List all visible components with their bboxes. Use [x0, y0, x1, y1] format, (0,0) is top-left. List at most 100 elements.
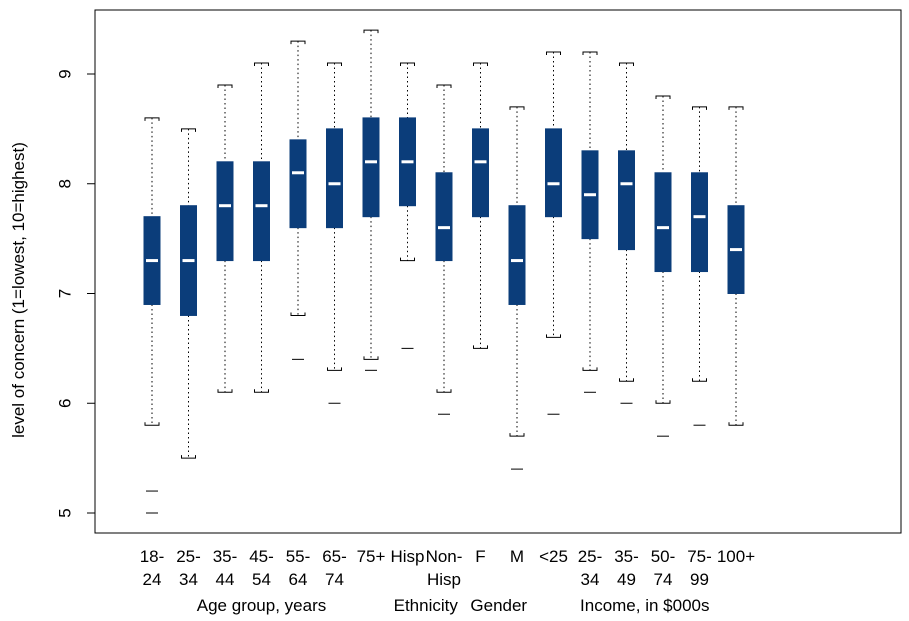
x-tick-label-line2: 24: [143, 570, 162, 589]
upper-whisker-cap: [728, 106, 744, 110]
lower-whisker-cap: [436, 389, 452, 393]
iqr-box: [289, 139, 307, 229]
group-labels: Age group, years Ethnicity Gender Income, i…: [197, 596, 710, 615]
upper-whisker-cap: [436, 84, 452, 88]
upper-whisker-cap: [692, 106, 707, 110]
upper-whisker-cap: [363, 29, 379, 34]
upper-whisker-cap: [509, 106, 525, 110]
group-label: Ethnicity: [394, 596, 459, 615]
iqr-box: [216, 161, 234, 262]
x-tick-label: 35-: [213, 547, 238, 566]
x-tick-label-line2: 34: [179, 570, 198, 589]
boxes-layer: [143, 29, 745, 514]
x-tick-label-line2: 34: [581, 570, 600, 589]
lower-whisker-cap: [363, 356, 379, 360]
upper-whisker-cap: [546, 51, 561, 56]
upper-whisker-cap: [217, 84, 233, 88]
box-item: [727, 106, 745, 426]
lower-whisker-cap: [254, 389, 269, 393]
iqr-box: [472, 128, 489, 218]
x-tick-label: 18-: [140, 547, 165, 566]
x-tick-label: 65-: [322, 547, 347, 566]
x-tick-label: Hisp: [390, 547, 424, 566]
y-tick-label: 9: [56, 69, 75, 78]
box-item: [654, 95, 672, 437]
box-item: [326, 62, 343, 404]
upper-whisker-cap: [400, 62, 415, 67]
x-tick-label-line2: 74: [654, 570, 673, 589]
box-item: [691, 106, 708, 426]
box-item: [289, 40, 307, 360]
x-tick-label-line2: Hisp: [427, 570, 461, 589]
iqr-box: [435, 172, 453, 262]
lower-whisker-cap: [400, 257, 415, 262]
x-tick-label: 35-: [614, 547, 639, 566]
box-item: [399, 62, 416, 349]
x-tick-label: 75+: [357, 547, 386, 566]
lower-whisker-cap: [509, 433, 525, 437]
lower-whisker-cap: [473, 345, 488, 349]
x-tick-label-line2: 99: [690, 570, 709, 589]
lower-whisker-cap: [327, 367, 342, 371]
upper-whisker-cap: [327, 62, 342, 67]
box-item: [253, 62, 270, 393]
x-tick-label: 75-: [687, 547, 712, 566]
iqr-box: [362, 117, 380, 218]
box-item: [435, 84, 453, 415]
iqr-box: [545, 128, 562, 218]
x-tick-label-line2: 74: [325, 570, 344, 589]
box-item: [508, 106, 526, 470]
iqr-box: [508, 205, 526, 305]
upper-whisker-cap: [582, 51, 598, 56]
iqr-box: [326, 128, 343, 229]
box-item: [362, 29, 380, 371]
lower-whisker-cap: [290, 312, 306, 316]
x-tick-label: M: [510, 547, 524, 566]
upper-whisker-cap: [473, 62, 488, 67]
box-item: [143, 117, 161, 514]
upper-whisker-cap: [655, 95, 671, 99]
x-tick-label-line2: 44: [216, 570, 235, 589]
group-label: Gender: [470, 596, 527, 615]
iqr-box: [618, 150, 635, 251]
group-label: Income, in $000s: [580, 596, 709, 615]
lower-whisker-cap: [217, 389, 233, 393]
x-tick-label: 50-: [651, 547, 676, 566]
lower-whisker-cap: [619, 378, 634, 382]
x-tick-label-line2: 64: [289, 570, 308, 589]
box-item: [618, 62, 635, 404]
x-tick-label: 100+: [717, 547, 755, 566]
upper-whisker-cap: [619, 62, 634, 67]
upper-whisker-cap: [181, 128, 196, 132]
lower-whisker-cap: [728, 422, 744, 426]
plot-frame: [94, 9, 902, 534]
y-tick-label: 8: [56, 179, 75, 188]
x-tick-label: 45-: [249, 547, 274, 566]
y-tick-label: 7: [56, 289, 75, 298]
y-axis: 5 6 7 8 9: [56, 69, 95, 518]
lower-whisker-cap: [546, 334, 561, 338]
lower-whisker-cap: [144, 422, 160, 426]
box-item: [581, 51, 599, 393]
box-item: [472, 62, 489, 349]
y-axis-label: level of concern (1=lowest, 10=highest): [9, 142, 28, 438]
lower-whisker-cap: [181, 455, 196, 459]
iqr-box: [654, 172, 672, 273]
iqr-box: [691, 172, 708, 273]
box-item: [545, 51, 562, 415]
group-label: Age group, years: [197, 596, 326, 615]
upper-whisker-cap: [144, 117, 160, 121]
x-tick-label: 55-: [286, 547, 311, 566]
y-tick-label: 6: [56, 399, 75, 408]
x-tick-label: <25: [539, 547, 568, 566]
x-tick-label-line2: 54: [252, 570, 271, 589]
x-tick-label: F: [475, 547, 485, 566]
y-tick-label: 5: [56, 508, 75, 517]
x-tick-label: Non-: [426, 547, 463, 566]
box-item: [216, 84, 234, 393]
x-tick-label: 25-: [176, 547, 201, 566]
box-item: [180, 128, 197, 459]
